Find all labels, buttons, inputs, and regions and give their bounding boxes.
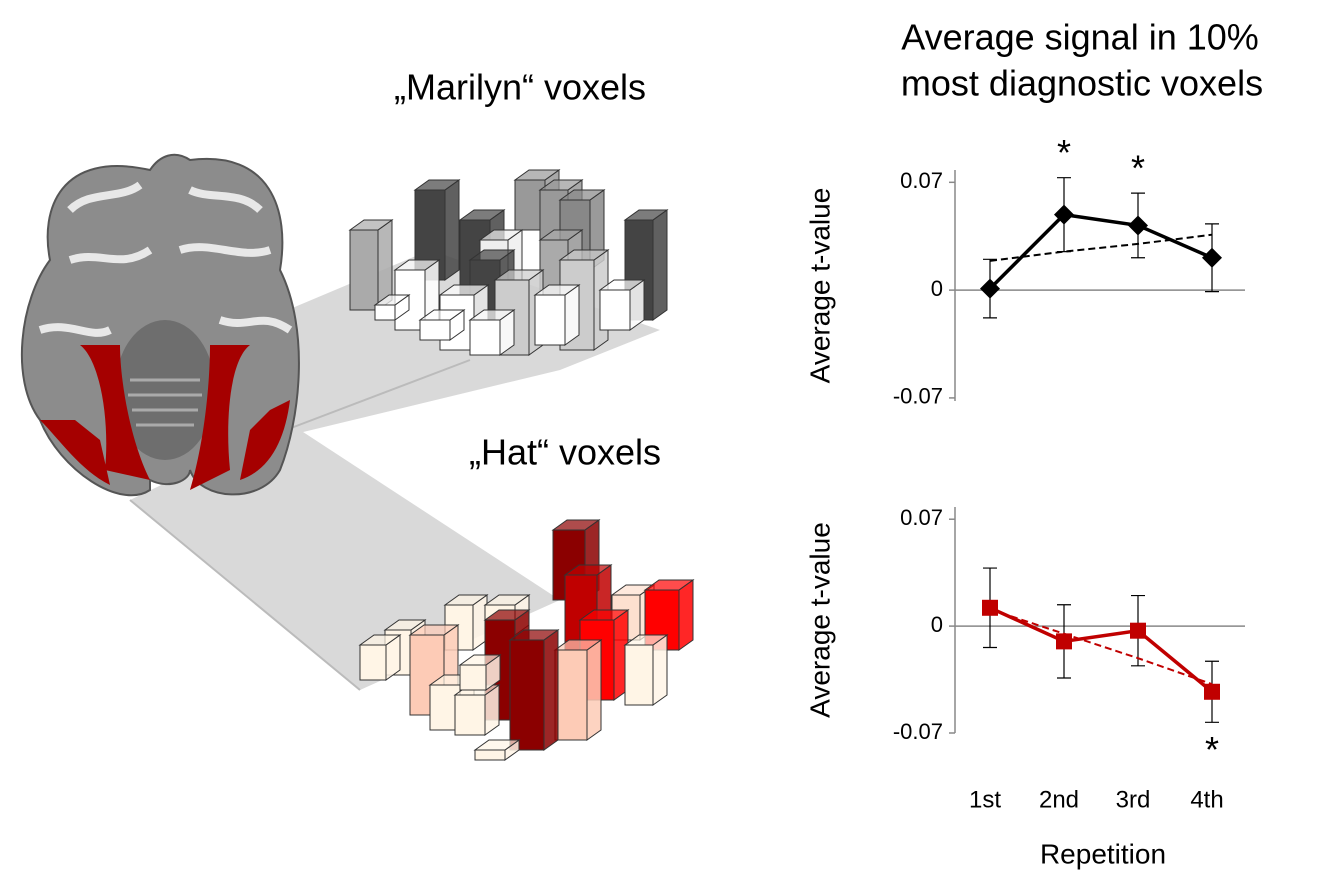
voxel-side bbox=[586, 639, 602, 741]
marker bbox=[980, 278, 1000, 299]
voxel-front bbox=[454, 694, 486, 736]
marker bbox=[1056, 633, 1072, 650]
marker bbox=[1204, 683, 1220, 700]
funnel-edge bbox=[129, 499, 361, 691]
voxel-bars bbox=[348, 169, 695, 761]
voxel-side bbox=[543, 629, 559, 751]
voxel-front bbox=[474, 749, 506, 761]
y-tick-label: 0 bbox=[931, 612, 943, 637]
voxel-front bbox=[554, 649, 588, 741]
voxel-side bbox=[652, 209, 668, 321]
voxel-front bbox=[624, 644, 654, 706]
y-axis-label: Average t-value bbox=[804, 522, 835, 718]
y-tick-label: -0.07 bbox=[893, 384, 943, 409]
y-tick-label: 0.07 bbox=[900, 168, 943, 193]
voxel-side bbox=[678, 579, 694, 651]
marker bbox=[1130, 622, 1146, 639]
x-tick-label: 4th bbox=[1190, 786, 1223, 813]
voxel-label: „Hat“ voxels bbox=[469, 432, 661, 473]
y-tick-label: 0.07 bbox=[900, 505, 943, 530]
marker bbox=[1202, 247, 1222, 268]
funnel-edge bbox=[269, 359, 471, 437]
voxel-front bbox=[509, 639, 545, 751]
significance-marker: * bbox=[1131, 148, 1145, 189]
series-line bbox=[989, 606, 1214, 694]
voxel-front bbox=[419, 319, 451, 341]
voxel-side bbox=[444, 179, 460, 281]
voxel-side bbox=[652, 634, 668, 706]
voxel-front bbox=[599, 289, 631, 331]
voxel-front bbox=[359, 644, 387, 681]
x-tick-label: 1st bbox=[969, 786, 1001, 813]
significance-marker: * bbox=[1057, 132, 1071, 173]
marker bbox=[1054, 204, 1074, 225]
voxel-front bbox=[349, 229, 379, 311]
voxel-front bbox=[534, 294, 566, 346]
y-tick-label: -0.07 bbox=[893, 719, 943, 744]
y-axis-label: Average t-value bbox=[804, 188, 835, 384]
significance-marker: * bbox=[1205, 729, 1219, 770]
x-tick-label: 3rd bbox=[1116, 786, 1151, 813]
voxel-front bbox=[374, 304, 396, 321]
voxel-front bbox=[459, 664, 487, 691]
chart-title: Average signal in 10% bbox=[901, 17, 1259, 58]
series-line bbox=[988, 212, 1213, 290]
voxel-label: „Marilyn“ voxels bbox=[394, 67, 646, 108]
trend-line bbox=[989, 233, 1213, 262]
chart-title: most diagnostic voxels bbox=[901, 63, 1263, 104]
x-axis-label: Repetition bbox=[1040, 838, 1166, 869]
voxel-front bbox=[469, 319, 501, 356]
marker bbox=[1128, 215, 1148, 236]
marker bbox=[982, 599, 998, 616]
y-tick-label: 0 bbox=[931, 276, 943, 301]
x-tick-label: 2nd bbox=[1039, 786, 1079, 813]
brain bbox=[20, 153, 300, 497]
trend-line bbox=[989, 608, 1213, 686]
